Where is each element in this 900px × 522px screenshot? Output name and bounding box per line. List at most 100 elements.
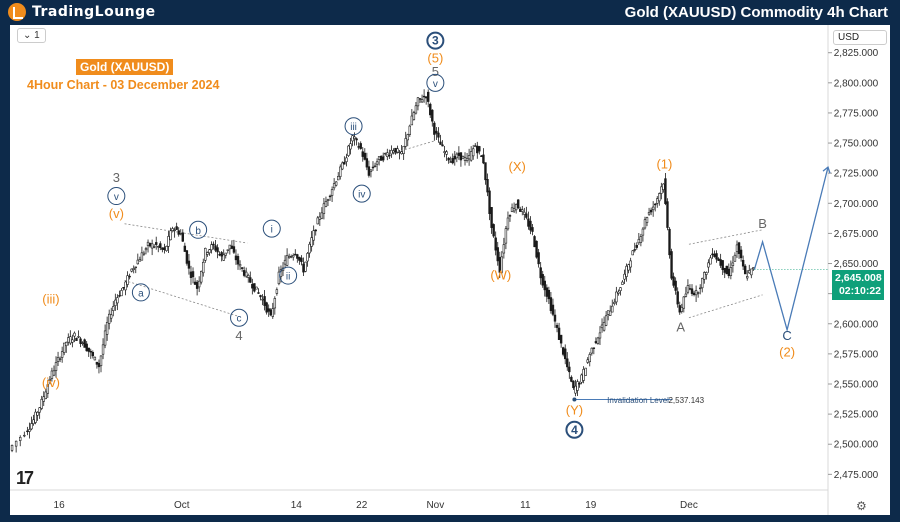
candle-body <box>289 255 293 258</box>
candle-body <box>271 308 274 317</box>
candle-body <box>707 262 710 268</box>
candle-body <box>273 298 277 309</box>
candle-body <box>698 287 702 290</box>
candle-body <box>424 96 428 99</box>
candle-body <box>165 245 168 251</box>
wave-label-circle <box>279 266 298 285</box>
candle-body <box>435 130 438 134</box>
candle-body <box>359 143 362 149</box>
candle-body <box>351 135 354 142</box>
projection-arrowhead <box>822 166 831 174</box>
y-tick-label: 2,500.000 <box>834 440 879 451</box>
candle-body <box>226 249 229 251</box>
candle-body <box>36 412 39 416</box>
candle-body <box>56 356 60 362</box>
candle-body <box>488 190 491 214</box>
candle-body <box>410 115 414 126</box>
candle-body <box>594 341 598 344</box>
current-price: 2,645.008 <box>835 272 882 284</box>
candle-body <box>459 152 463 161</box>
candle-body <box>512 208 516 212</box>
candle-body <box>400 151 403 155</box>
candle-body <box>300 257 303 263</box>
candle-body <box>617 291 620 294</box>
candle-body <box>171 228 174 231</box>
candle-body <box>32 419 35 425</box>
candle-body <box>658 193 661 202</box>
wave-label: (v) <box>109 206 124 221</box>
timeframe-selector[interactable]: ⌄ 1 <box>17 28 46 43</box>
candle-body <box>416 97 420 107</box>
candle-body <box>105 321 109 335</box>
candle-body <box>87 347 90 352</box>
candle-body <box>431 109 434 122</box>
candle-body <box>705 272 708 275</box>
candle-body <box>653 203 657 206</box>
candle-body <box>93 356 97 361</box>
wave-label-circle <box>230 308 249 327</box>
gear-icon[interactable]: ⚙ <box>856 499 867 513</box>
candle-body <box>631 250 634 256</box>
candle-body <box>312 230 315 241</box>
candle-body <box>150 243 154 249</box>
timeframe-value: 1 <box>34 30 40 41</box>
candle-body <box>467 155 471 160</box>
candle-body <box>645 217 649 223</box>
candle-body <box>514 204 518 211</box>
candle-body <box>38 407 41 413</box>
candle-body <box>285 255 289 266</box>
candle-body <box>588 354 591 363</box>
candle-body <box>414 105 418 114</box>
channel-line <box>124 280 240 317</box>
candle-body <box>159 243 162 248</box>
candle-body <box>296 254 299 259</box>
candle-body <box>222 254 225 261</box>
candle-body <box>330 189 334 196</box>
candle-body <box>116 297 119 304</box>
candle-body <box>189 271 193 278</box>
candle-body <box>136 259 140 265</box>
candle-body <box>696 292 700 294</box>
candle-body <box>195 281 199 289</box>
wave-label: b <box>195 226 201 237</box>
wave-label: A <box>676 319 685 334</box>
candle-body <box>197 280 201 288</box>
candle-body <box>28 429 31 432</box>
candle-body <box>609 310 612 316</box>
currency-selector[interactable]: USD <box>833 30 887 45</box>
tradingview-logo[interactable]: 17 <box>16 468 34 488</box>
candle-body <box>67 337 70 343</box>
candle-body <box>146 241 150 246</box>
candle-body <box>14 440 18 447</box>
wave-label: (X) <box>508 159 525 174</box>
y-tick-label: 2,675.000 <box>834 229 879 240</box>
candle-body <box>318 216 322 220</box>
candle-body <box>384 152 387 155</box>
candle-body <box>316 217 319 225</box>
price-chart[interactable]: 2,825.000 2,800.000 2,775.000 2,750.000 2,72… <box>10 25 890 515</box>
candle-body <box>34 411 37 423</box>
wave-label-circle <box>426 31 445 50</box>
brand-chart-icon <box>8 3 26 21</box>
wave-label: 5 <box>432 64 439 79</box>
candle-body <box>502 244 506 254</box>
wave-label: (5) <box>427 51 443 66</box>
candle-body <box>420 99 424 103</box>
candle-body <box>83 339 86 348</box>
candle-body <box>539 267 542 279</box>
candle-body <box>275 289 279 294</box>
chart-area[interactable]: 2,825.000 2,800.000 2,775.000 2,750.000 2,72… <box>10 25 890 515</box>
y-tick-label: 2,475.000 <box>834 470 879 481</box>
candle-body <box>422 95 426 98</box>
candle-body <box>220 252 223 257</box>
candle-body <box>731 262 735 266</box>
projection-path <box>753 166 829 333</box>
candle-body <box>367 166 371 176</box>
invalidation-value: 2,537.143 <box>668 396 704 405</box>
candle-body <box>686 285 690 293</box>
candle-body <box>234 255 238 261</box>
candle-body <box>334 181 338 186</box>
candle-body <box>623 273 626 280</box>
candle-body <box>490 207 493 228</box>
candle-body <box>95 361 99 365</box>
